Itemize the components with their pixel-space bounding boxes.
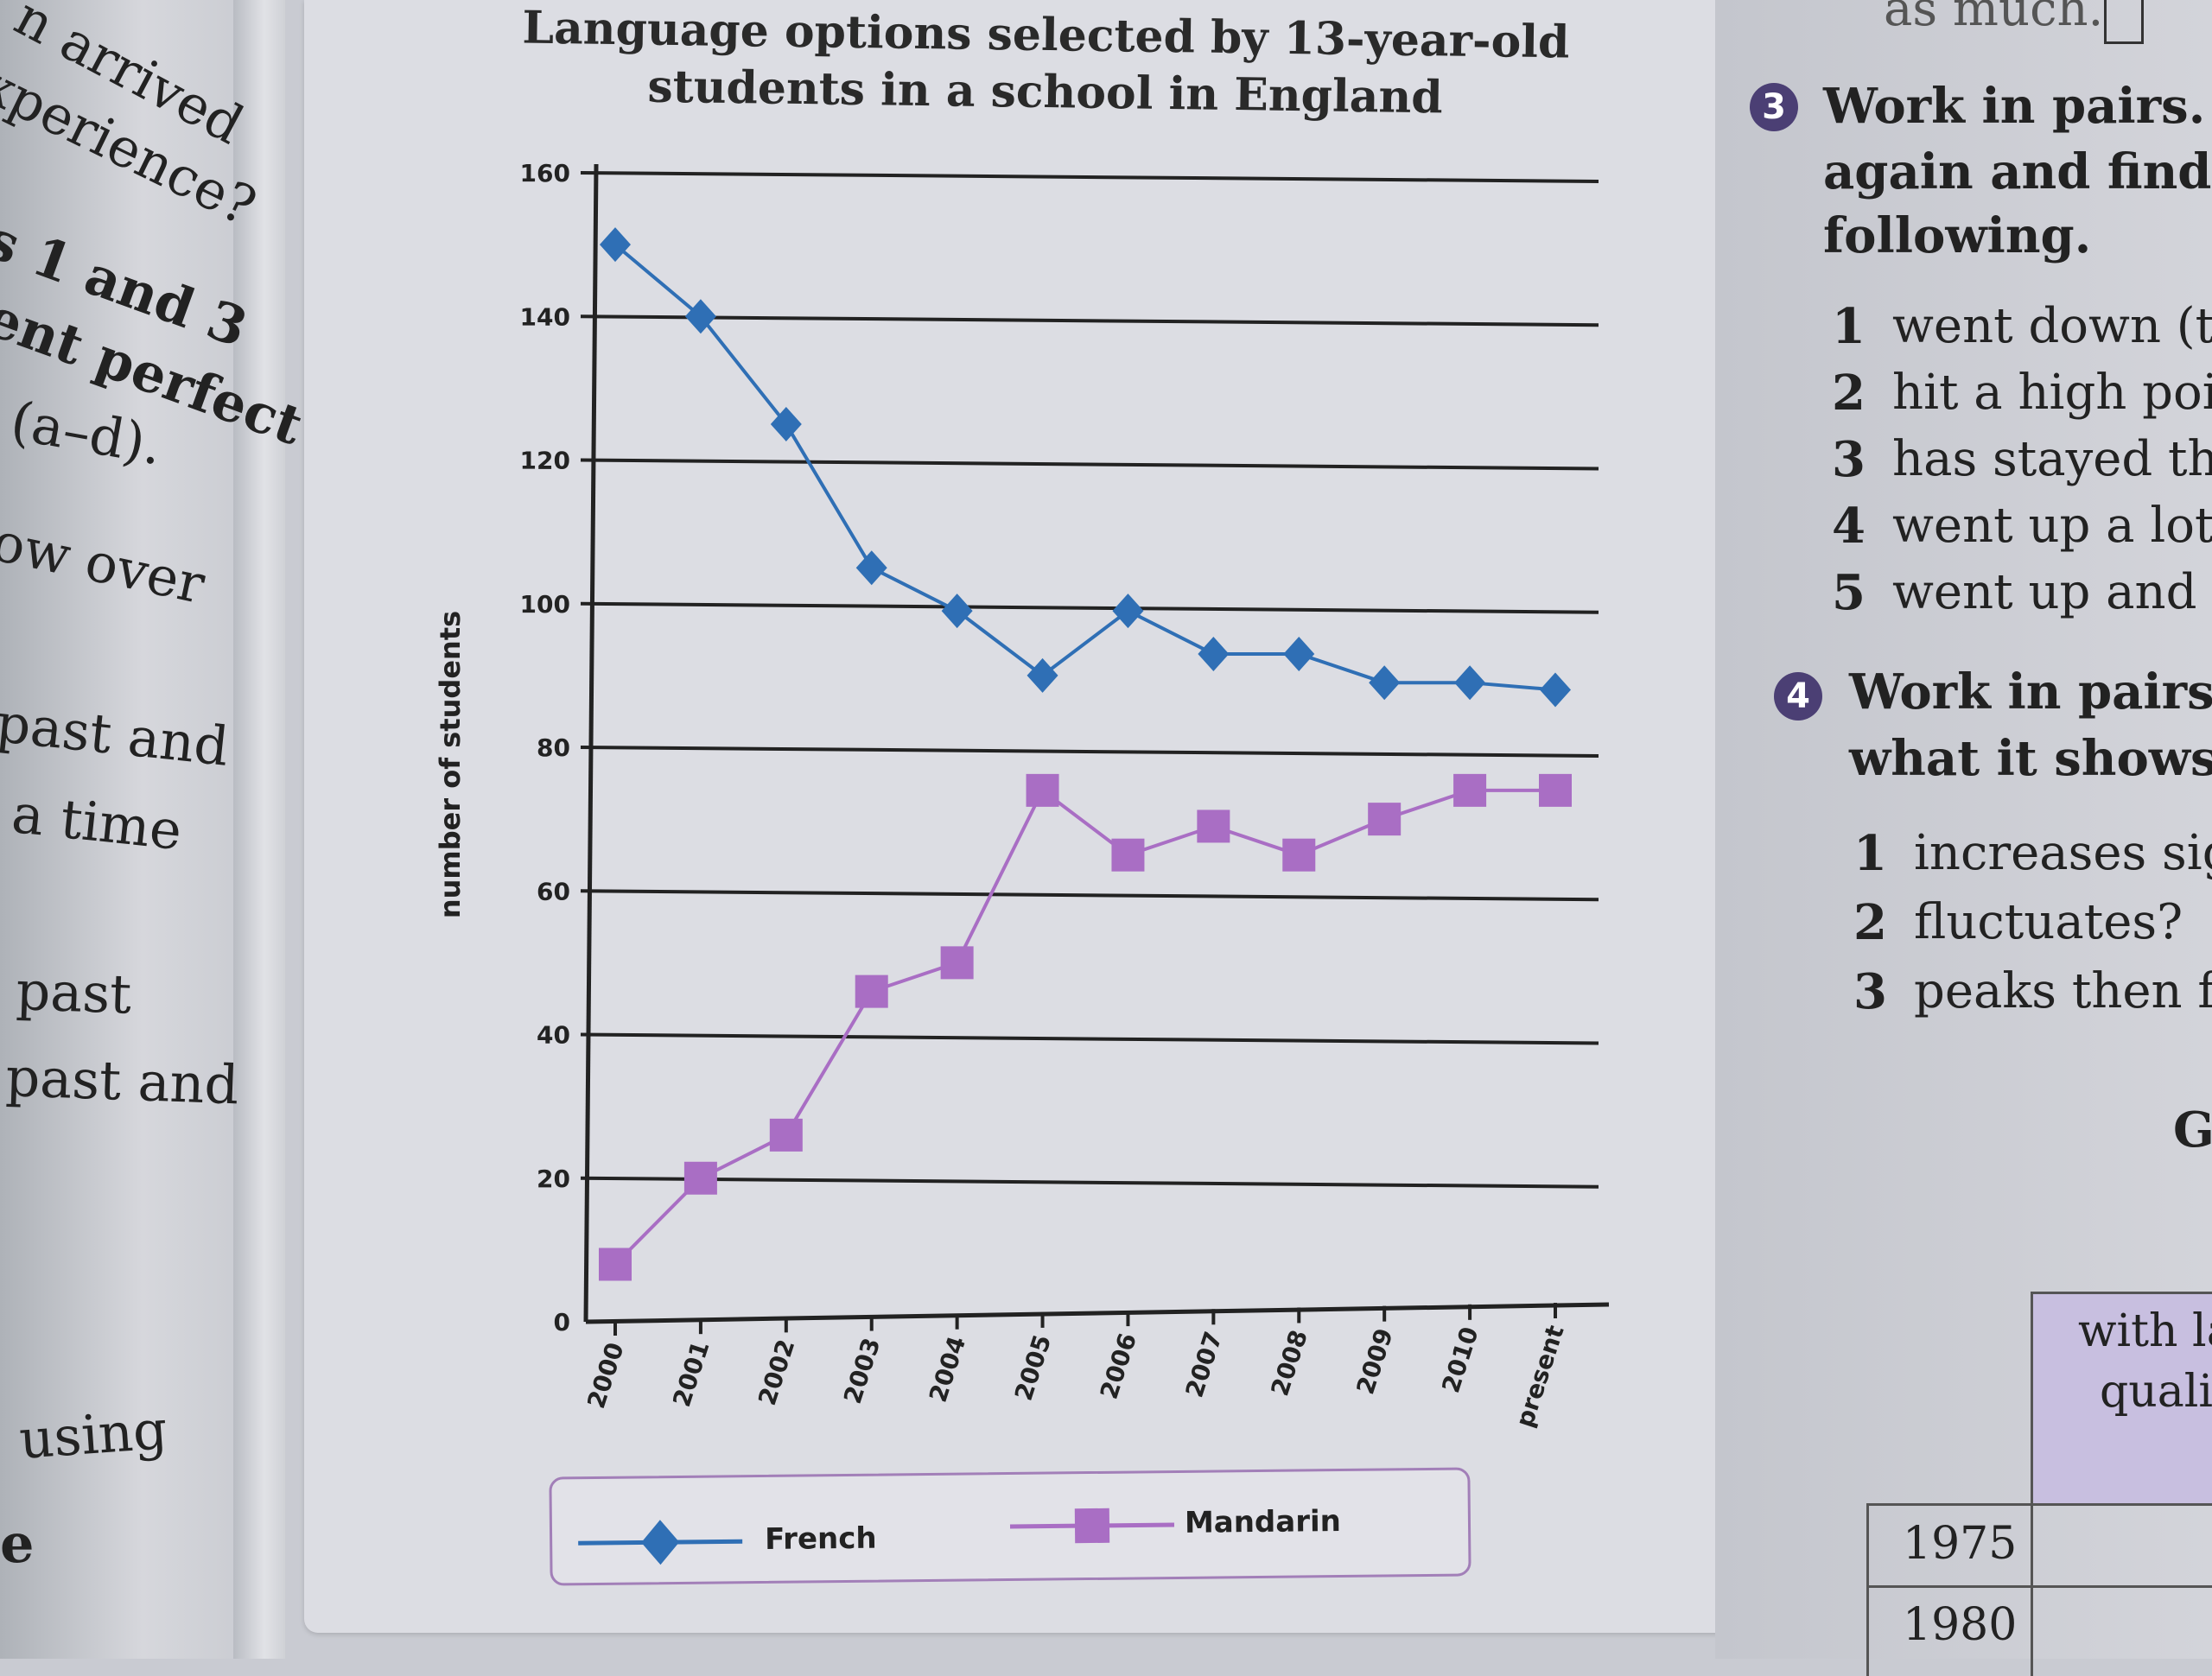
exercise-3-item-number: 5	[1832, 564, 1866, 621]
data-point-mandarin	[769, 1118, 803, 1152]
exercise-4-item-text: peaks then f	[1914, 963, 2212, 1019]
y-axis	[583, 163, 599, 1323]
top-text: as much.	[1884, 0, 2104, 37]
x-tick-label: 2005	[1009, 1331, 1057, 1404]
left-page	[0, 0, 259, 1659]
data-point-mandarin	[1539, 773, 1572, 807]
data-point-french	[684, 299, 716, 334]
data-point-mandarin	[1282, 838, 1316, 872]
x-tick-label: 2001	[667, 1337, 715, 1410]
data-point-mandarin	[855, 974, 888, 1008]
series-line-mandarin	[613, 787, 1555, 1266]
data-point-french	[1369, 665, 1401, 701]
y-tick-label: 100	[520, 590, 570, 619]
data-point-french	[600, 227, 631, 263]
exercise-3-line-3: following.	[1823, 207, 2092, 264]
exercise-3-item-text: has stayed th	[1892, 431, 2212, 487]
gridline	[580, 601, 1599, 614]
legend-mandarin-marker	[1074, 1508, 1110, 1544]
data-table: with la qualif 1975 1980	[1866, 1292, 2212, 1676]
x-tick-label: 2010	[1436, 1324, 1484, 1396]
y-tick-label: 80	[537, 733, 570, 762]
checkbox-icon	[2104, 0, 2144, 44]
exercise-4-item-text: fluctuates?	[1914, 894, 2183, 950]
table-header-line-1: with la	[2078, 1305, 2212, 1357]
exercise-4-item-number: 2	[1853, 894, 1887, 951]
y-tick-label: 140	[520, 302, 570, 331]
x-tick-label: 2006	[1095, 1330, 1142, 1402]
data-point-mandarin	[1026, 773, 1059, 807]
data-point-mandarin	[1111, 838, 1145, 872]
data-point-french	[770, 406, 802, 441]
exercise-3-item-text: went up a lot	[1892, 498, 2212, 554]
exercise-3-badge: 3	[1750, 83, 1798, 131]
exercise-4-item-number: 3	[1853, 963, 1887, 1020]
exercise-3-item-text: hit a high poi	[1892, 365, 2212, 421]
data-point-french	[1454, 665, 1486, 701]
data-point-french	[1112, 594, 1144, 629]
data-point-french	[1027, 657, 1058, 693]
data-point-french	[1540, 672, 1571, 708]
x-tick-label: 2004	[924, 1333, 971, 1406]
exercise-4-badge: 4	[1774, 672, 1822, 721]
side-letter: G	[2173, 1101, 2212, 1159]
data-point-mandarin	[940, 946, 974, 980]
exercise-4-line-1: Work in pairs.	[1849, 663, 2212, 721]
data-point-mandarin	[683, 1161, 717, 1195]
exercise-4-item-text: increases sig	[1914, 825, 2212, 881]
gridline	[580, 889, 1599, 902]
y-tick-label: 40	[537, 1021, 570, 1050]
legend-french-label: French	[764, 1520, 877, 1557]
data-point-mandarin	[1368, 803, 1402, 836]
y-tick-label: 0	[554, 1308, 570, 1336]
book-gutter	[233, 0, 285, 1659]
data-point-french	[1283, 636, 1315, 671]
x-tick-label: 2000	[582, 1339, 629, 1412]
x-axis	[585, 1302, 1610, 1324]
left-page-fragment: e	[0, 1512, 35, 1575]
chart-panel	[304, 0, 1745, 1633]
gridline	[580, 458, 1599, 471]
y-axis-title: number of students	[434, 611, 467, 918]
data-point-french	[855, 550, 887, 586]
exercise-3-item-number: 3	[1832, 431, 1866, 488]
exercise-3-line-2: again and find v	[1823, 143, 2212, 200]
table-header-line-2: qualif	[2100, 1366, 2212, 1418]
data-point-mandarin	[599, 1247, 632, 1281]
exercise-4-item-number: 1	[1853, 825, 1887, 882]
x-tick-label: 2009	[1351, 1325, 1398, 1398]
table-header-cell	[2031, 1292, 2212, 1506]
table-row-1980: 1980	[1903, 1599, 2018, 1651]
y-tick-label: 120	[520, 447, 570, 475]
exercise-3-line-1: Work in pairs. L	[1823, 78, 2212, 135]
y-tick-label: 60	[537, 877, 570, 905]
x-tick-label: present	[1510, 1322, 1570, 1431]
x-tick-label: 2007	[1180, 1328, 1228, 1400]
exercise-3-item-text: went up and	[1892, 564, 2197, 620]
exercise-3-item-number: 4	[1832, 498, 1866, 555]
y-tick-label: 20	[537, 1165, 570, 1193]
gridline	[580, 171, 1599, 183]
legend-french-marker	[641, 1520, 680, 1565]
legend-mandarin-label: Mandarin	[1184, 1503, 1342, 1540]
x-tick-label: 2002	[753, 1336, 800, 1408]
chart-legend: French Mandarin	[549, 1467, 1471, 1586]
gridline	[580, 1032, 1599, 1045]
exercise-3-item-number: 1	[1832, 298, 1866, 355]
exercise-3-item-text: went down (t	[1892, 298, 2212, 354]
data-point-mandarin	[1197, 809, 1230, 843]
data-point-mandarin	[1453, 773, 1487, 807]
table-row-1975: 1975	[1903, 1518, 2018, 1570]
x-tick-label: 2003	[838, 1335, 886, 1407]
data-point-french	[941, 594, 973, 629]
gridline	[580, 1176, 1599, 1189]
data-point-french	[1198, 636, 1230, 671]
exercise-4-line-2: what it shows.	[1849, 730, 2212, 787]
gridline	[580, 314, 1599, 327]
y-tick-label: 160	[520, 159, 570, 187]
x-tick-label: 2008	[1265, 1326, 1313, 1399]
gridline	[580, 746, 1599, 758]
exercise-3-item-number: 2	[1832, 365, 1866, 422]
